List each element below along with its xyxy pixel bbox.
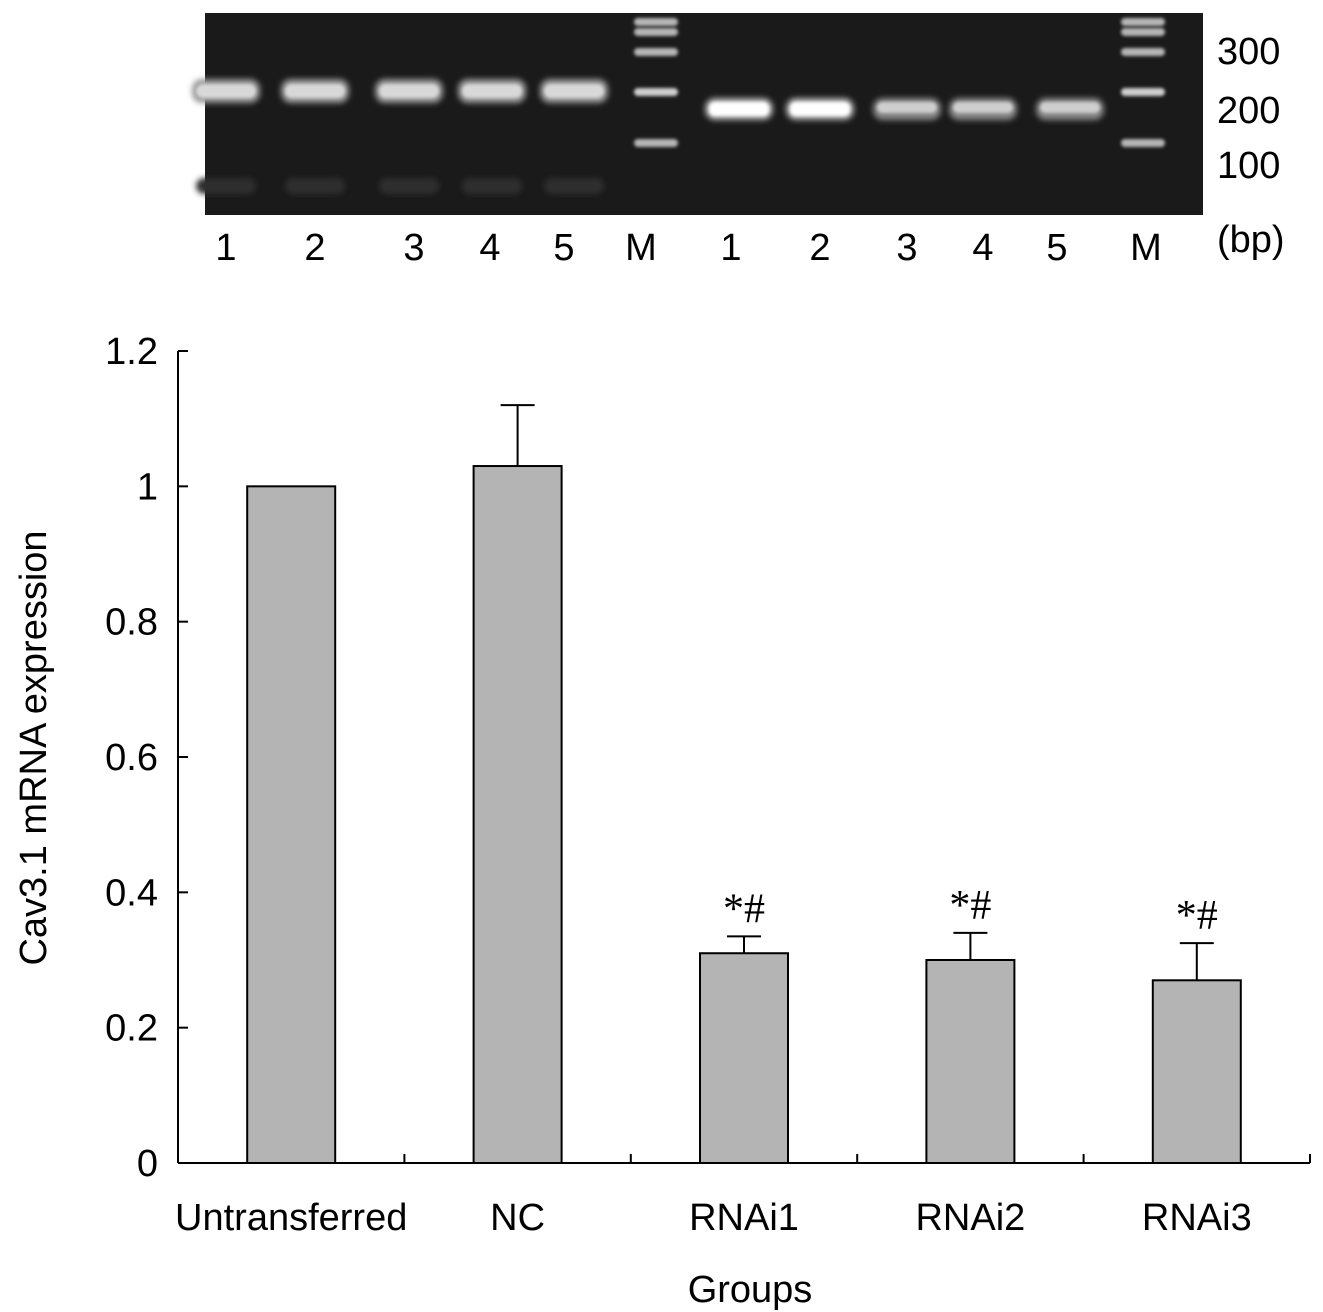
significance-label: *# bbox=[949, 883, 991, 929]
errorbars-layer bbox=[500, 404, 1214, 981]
gel-lane-label: M bbox=[625, 227, 657, 269]
gel-band bbox=[196, 84, 256, 98]
gel-lane-label: 2 bbox=[809, 227, 830, 269]
bar-chart: *# *# *# 0 0.2 0.4 0.6 0.8 1 1.2 Untransferred NC… bbox=[13, 331, 1311, 1311]
y-tick-label: 0 bbox=[137, 1143, 158, 1185]
gel-marker-band bbox=[634, 139, 678, 147]
y-axis-title: Cav3.1 mRNA expression bbox=[13, 530, 55, 965]
annotations-layer: *# *# *# bbox=[723, 883, 1218, 939]
gel-marker-band bbox=[634, 48, 678, 56]
y-tick-label: 1 bbox=[137, 466, 158, 508]
gel-lane-label: 5 bbox=[1046, 227, 1067, 269]
bar bbox=[472, 465, 563, 1164]
gel-band bbox=[462, 84, 522, 98]
gel-smear bbox=[544, 178, 604, 194]
gel-marker-band bbox=[1121, 18, 1165, 26]
x-tick-label: NC bbox=[490, 1197, 545, 1239]
y-ticks-layer: 0 0.2 0.4 0.6 0.8 1 1.2 bbox=[105, 331, 188, 1185]
gel-band bbox=[1040, 102, 1100, 113]
gel-marker-band bbox=[634, 28, 678, 36]
gel-unit-label: (bp) bbox=[1217, 219, 1285, 261]
gel-bands bbox=[192, 18, 1165, 194]
gel-lane-label: M bbox=[1130, 227, 1162, 269]
x-tick-label: RNAi3 bbox=[1142, 1197, 1252, 1239]
gel-band bbox=[790, 102, 850, 116]
gel-marker-band bbox=[634, 18, 678, 26]
gel-smear bbox=[379, 178, 439, 194]
bar bbox=[1151, 979, 1242, 1164]
gel-size-label: 100 bbox=[1217, 145, 1280, 187]
bar bbox=[925, 959, 1016, 1164]
y-tick-label: 0.2 bbox=[105, 1008, 158, 1050]
gel-smear bbox=[285, 178, 345, 194]
gel-size-label: 200 bbox=[1217, 90, 1280, 132]
gel-band bbox=[285, 84, 345, 98]
gel-lane-labels: 1 2 3 4 5 M 1 2 3 4 5 M bbox=[215, 227, 1161, 269]
gel-band bbox=[544, 84, 604, 98]
x-ticks-layer: Untransferred NC RNAi1 RNAi2 RNAi3 bbox=[175, 1154, 1311, 1239]
gel-lane-label: 1 bbox=[215, 227, 236, 269]
gel-smear bbox=[196, 178, 256, 194]
significance-label: *# bbox=[723, 886, 765, 932]
gel-lane-label: 3 bbox=[896, 227, 917, 269]
gel-marker-band bbox=[1121, 28, 1165, 36]
x-tick-label: RNAi1 bbox=[689, 1197, 799, 1239]
gel-size-labels: 300 200 100 (bp) bbox=[1217, 31, 1285, 261]
gel-lane-label: 4 bbox=[972, 227, 993, 269]
gel-band bbox=[953, 102, 1013, 113]
gel-band bbox=[379, 84, 439, 98]
bar bbox=[699, 952, 789, 1164]
y-tick-label: 0.4 bbox=[105, 872, 158, 914]
bar bbox=[246, 485, 337, 1165]
x-axis-title: Groups bbox=[688, 1269, 813, 1311]
x-tick-label: Untransferred bbox=[175, 1197, 407, 1239]
gel-band bbox=[709, 102, 769, 116]
gel-band bbox=[877, 102, 937, 113]
gel-marker-band bbox=[1121, 88, 1165, 96]
x-tick-label: RNAi2 bbox=[915, 1197, 1025, 1239]
y-tick-label: 0.8 bbox=[105, 602, 158, 644]
gel-marker-band bbox=[1121, 48, 1165, 56]
gel-image-panel bbox=[192, 13, 1203, 215]
gel-smear bbox=[462, 178, 522, 194]
y-tick-label: 0.6 bbox=[105, 737, 158, 779]
gel-lane-label: 3 bbox=[403, 227, 424, 269]
significance-label: *# bbox=[1176, 893, 1218, 939]
gel-lane-label: 5 bbox=[553, 227, 574, 269]
gel-size-label: 300 bbox=[1217, 31, 1280, 73]
gel-background bbox=[205, 13, 1203, 215]
gel-marker-band bbox=[1121, 139, 1165, 147]
bars-layer bbox=[246, 465, 1242, 1165]
gel-lane-label: 2 bbox=[304, 227, 325, 269]
gel-lane-label: 1 bbox=[720, 227, 741, 269]
gel-lane-label: 4 bbox=[479, 227, 500, 269]
y-tick-label: 1.2 bbox=[105, 331, 158, 373]
gel-marker-band bbox=[634, 88, 678, 96]
